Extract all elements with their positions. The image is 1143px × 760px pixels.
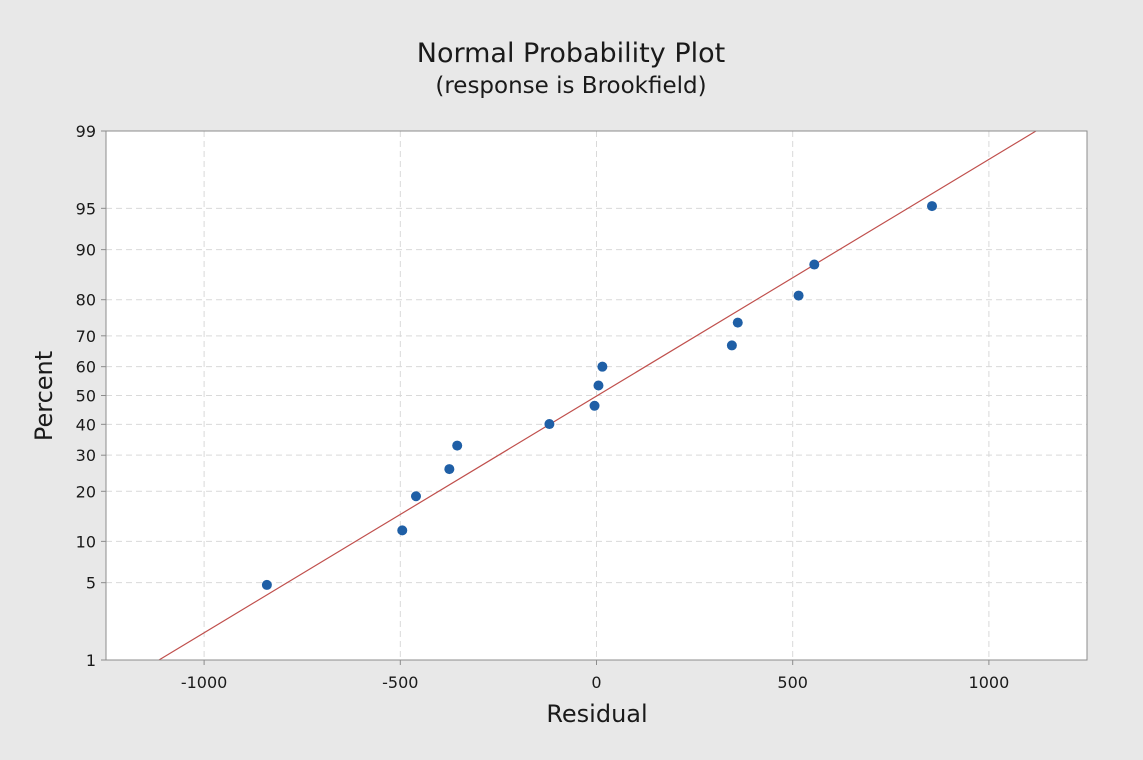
data-point bbox=[397, 525, 408, 536]
data-point bbox=[544, 419, 555, 430]
y-tick-label: 90 bbox=[76, 241, 96, 260]
data-point bbox=[927, 201, 938, 212]
chart-title: Normal Probability Plot bbox=[417, 38, 725, 69]
data-point bbox=[809, 259, 820, 270]
data-point bbox=[452, 440, 463, 451]
x-tick-label: -500 bbox=[382, 673, 418, 692]
y-tick-label: 80 bbox=[76, 291, 96, 310]
y-axis-ticks: 1 5 10 20 30 40 50 60 70 80 90 95 99 bbox=[76, 122, 106, 670]
data-point bbox=[726, 340, 737, 351]
data-point bbox=[261, 579, 272, 590]
y-tick-label: 30 bbox=[76, 446, 96, 465]
x-axis-ticks: -1000 -500 0 500 1000 bbox=[181, 660, 1009, 692]
data-point bbox=[593, 380, 604, 391]
x-tick-label: 1000 bbox=[969, 673, 1010, 692]
y-tick-label: 10 bbox=[76, 532, 96, 551]
x-tick-label: 500 bbox=[777, 673, 808, 692]
y-tick-label: 20 bbox=[76, 482, 96, 501]
x-tick-label: -1000 bbox=[181, 673, 228, 692]
chart-subtitle: (response is Brookfield) bbox=[435, 73, 706, 99]
x-axis-label: Residual bbox=[546, 700, 647, 728]
x-tick-label: 0 bbox=[591, 673, 601, 692]
data-point bbox=[410, 491, 421, 502]
data-point bbox=[597, 361, 608, 372]
fit-line-layer bbox=[158, 130, 1037, 661]
data-point bbox=[589, 400, 600, 411]
data-points bbox=[261, 201, 938, 590]
y-tick-label: 70 bbox=[76, 327, 96, 346]
y-tick-label: 60 bbox=[76, 358, 96, 377]
y-tick-label: 40 bbox=[76, 415, 96, 434]
y-tick-label: 1 bbox=[86, 651, 96, 670]
y-tick-label: 95 bbox=[76, 199, 96, 218]
y-axis-label: Percent bbox=[30, 351, 58, 441]
y-tick-label: 50 bbox=[76, 387, 96, 406]
data-point bbox=[732, 317, 743, 328]
fit-line bbox=[158, 130, 1037, 661]
data-point bbox=[444, 464, 455, 475]
y-tick-label: 5 bbox=[86, 574, 96, 593]
data-point bbox=[793, 290, 804, 301]
y-tick-label: 99 bbox=[76, 122, 96, 141]
